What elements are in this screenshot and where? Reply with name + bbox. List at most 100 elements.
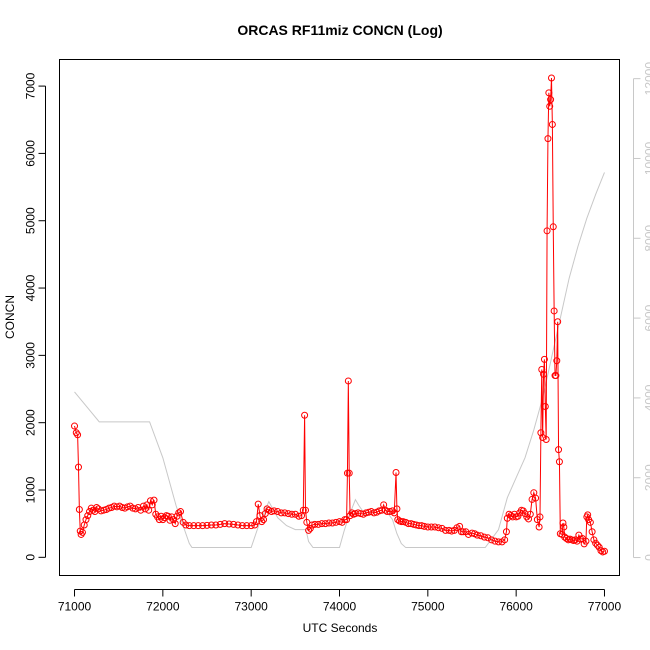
data-point <box>445 526 453 534</box>
data-point <box>254 500 262 508</box>
y-tick-label: 6000 <box>24 140 38 167</box>
data-point <box>284 510 292 518</box>
data-point <box>166 516 174 524</box>
data-point <box>177 508 185 516</box>
data-point <box>459 528 467 536</box>
data-point <box>305 526 313 534</box>
y2-tick-label: 0 <box>643 554 650 561</box>
data-point <box>82 516 90 524</box>
data-point <box>159 516 167 524</box>
data-point <box>386 508 394 516</box>
data-point <box>243 522 251 530</box>
data-point <box>427 523 435 531</box>
data-point <box>538 366 546 373</box>
data-point <box>77 530 85 538</box>
series-line <box>74 77 605 553</box>
x-axis-label: UTC Seconds <box>303 621 378 635</box>
data-point <box>185 522 193 530</box>
data-point <box>301 506 309 514</box>
data-point <box>71 422 79 430</box>
data-point <box>539 434 547 441</box>
data-point <box>528 495 536 503</box>
data-point <box>438 524 446 532</box>
data-point <box>113 503 121 511</box>
data-point <box>494 538 502 546</box>
data-point <box>129 504 137 512</box>
data-point <box>582 537 590 545</box>
x-tick-label: 75000 <box>411 600 445 614</box>
data-point <box>306 524 314 532</box>
data-point <box>212 521 220 529</box>
data-point <box>164 512 172 520</box>
data-point <box>182 521 190 529</box>
data-point <box>277 509 285 517</box>
data-point <box>552 372 560 380</box>
data-point <box>540 370 548 378</box>
data-point <box>146 497 154 505</box>
data-point <box>547 96 555 104</box>
data-point <box>251 521 259 529</box>
data-point <box>555 446 563 454</box>
data-point <box>573 537 581 545</box>
data-point <box>357 510 365 518</box>
data-point <box>554 318 562 326</box>
y2-tick-label: 8000 <box>643 225 650 252</box>
data-point <box>351 510 359 518</box>
y-tick-label: 1000 <box>24 476 38 503</box>
data-point <box>74 431 82 439</box>
y2-tick-label: 12000 <box>643 62 650 96</box>
y-tick-label: 0 <box>24 554 38 561</box>
chart-title: ORCAS RF11miz CONCN (Log) <box>237 22 442 38</box>
data-point <box>590 536 598 544</box>
data-point <box>545 89 553 97</box>
data-point <box>393 505 401 513</box>
data-point <box>234 521 242 529</box>
data-point <box>484 534 492 542</box>
data-point <box>299 506 307 514</box>
data-point <box>487 536 495 544</box>
x-tick-label: 76000 <box>499 600 533 614</box>
data-point <box>549 223 557 231</box>
y-tick-label: 7000 <box>24 72 38 99</box>
data-point <box>491 537 499 545</box>
y-axis-label: CONCN <box>3 295 17 339</box>
data-point <box>157 512 165 520</box>
data-point <box>412 521 420 529</box>
data-point <box>288 510 296 518</box>
data-point <box>199 522 207 530</box>
data-point <box>480 533 488 541</box>
data-point <box>207 521 215 529</box>
data-point <box>314 520 322 528</box>
y-tick-label: 4000 <box>24 274 38 301</box>
data-point <box>547 74 555 82</box>
data-point <box>532 494 540 502</box>
data-point <box>381 506 389 514</box>
y2-tick-label: 6000 <box>643 304 650 331</box>
data-point <box>118 504 126 512</box>
data-point <box>84 512 92 520</box>
data-point <box>190 522 198 530</box>
data-point <box>72 429 80 437</box>
data-point <box>252 518 260 526</box>
data-point <box>535 523 543 531</box>
data-point <box>161 514 169 522</box>
data-point <box>75 506 83 514</box>
data-point <box>541 403 549 411</box>
y2-tick-label: 10000 <box>643 141 650 175</box>
x-tick-label: 72000 <box>146 600 180 614</box>
data-point <box>150 496 158 504</box>
data-point <box>145 506 153 514</box>
data-point <box>525 515 533 523</box>
data-point <box>392 469 400 476</box>
data-point <box>588 528 596 536</box>
data-point <box>203 521 211 529</box>
data-point <box>544 135 552 143</box>
x-axis: 71000 72000 73000 74000 75000 76000 77000 <box>58 589 621 614</box>
data-point <box>559 519 567 527</box>
data-point <box>328 519 336 527</box>
y2-tick-label: 2000 <box>643 464 650 491</box>
data-point <box>343 516 351 524</box>
x-tick-label: 73000 <box>234 600 268 614</box>
